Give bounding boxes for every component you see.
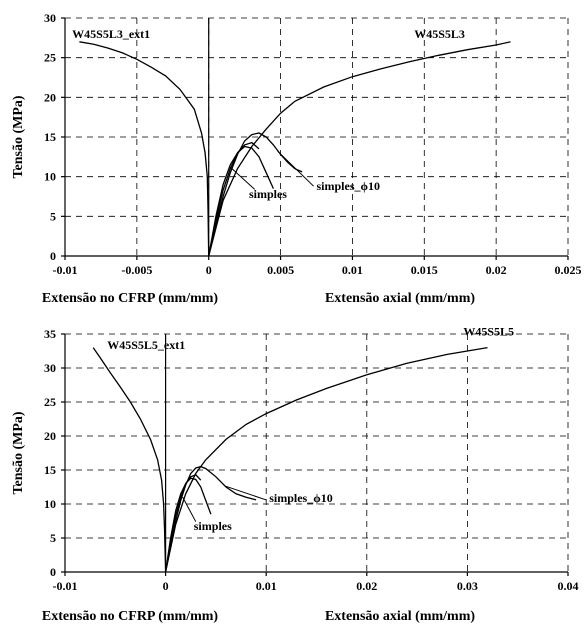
annotation-leader [277, 150, 314, 187]
annotation-leader [182, 496, 197, 522]
annotation-label: simples [194, 519, 232, 533]
x-tick-label: 0.005 [267, 263, 294, 277]
x-tick-label: 0.025 [555, 263, 582, 277]
annotation-label: simples [249, 187, 287, 201]
x-axis-title-right: Extensão axial (mm/mm) [325, 609, 475, 624]
series-line-1 [164, 346, 488, 573]
x-tick-label: 0 [163, 579, 169, 593]
y-tick-label: 0 [50, 565, 56, 579]
chart-top: -0.01 -0.005 0 0.005 0.01 0.015 0.02 0.025 0 5 10 1… [11, 11, 582, 306]
y-tick-label: 25 [44, 51, 56, 65]
series-line-0 [92, 347, 167, 573]
x-axis-title-left: Extensão no CFRP (mm/mm) [42, 291, 218, 306]
annotation-label: simples_ϕ10 [317, 179, 381, 193]
x-tick-label: -0.01 [53, 263, 78, 277]
x-tick-label: 0.01 [256, 579, 277, 593]
y-tick-label: 15 [44, 463, 56, 477]
x-tick-label: 0.04 [558, 579, 579, 593]
y-tick-label: 10 [44, 170, 56, 184]
x-axis-title-right: Extensão axial (mm/mm) [325, 291, 475, 306]
series-line-4 [208, 141, 260, 257]
x-tick-label: 0.03 [457, 579, 478, 593]
x-tick-label: 0 [206, 263, 212, 277]
annotation-leader [225, 485, 267, 501]
x-tick-label: 0.02 [486, 263, 507, 277]
y-tick-label: 5 [50, 531, 56, 545]
x-tick-label: -0.005 [121, 263, 152, 277]
annotation-leader [229, 166, 256, 190]
y-tick-label: 30 [44, 361, 56, 375]
series-line-3 [164, 465, 257, 573]
x-tick-label: 0.01 [342, 263, 363, 277]
y-axis-title: Tensão (MPa) [11, 411, 26, 494]
annotation-label: W45S5L5_ext1 [107, 338, 185, 352]
annotation-label: W45S5L3_ext1 [72, 27, 150, 41]
y-tick-label: 10 [44, 497, 56, 511]
y-tick-label: 15 [44, 130, 56, 144]
y-tick-label: 0 [50, 249, 56, 263]
y-tick-label: 5 [50, 209, 56, 223]
x-axis-title-left: Extensão no CFRP (mm/mm) [42, 609, 218, 624]
series-line-1 [208, 41, 511, 257]
y-tick-label: 30 [44, 11, 56, 25]
annotation-label: W45S5L5 [463, 324, 514, 338]
y-tick-label: 20 [44, 90, 56, 104]
annotation-label: W45S5L3 [414, 27, 465, 41]
chart-bottom: -0.01 0 0.01 0.02 0.03 0.0405101520253035Tens… [11, 324, 579, 624]
annotation-label: simples_ϕ10 [269, 491, 333, 505]
series-line-4 [164, 474, 202, 573]
x-tick-label: 0.015 [411, 263, 438, 277]
y-tick-label: 35 [44, 327, 56, 341]
x-tick-label: -0.01 [53, 579, 78, 593]
series-line-3 [208, 132, 303, 257]
series-line-0 [79, 41, 210, 257]
y-tick-label: 20 [44, 429, 56, 443]
y-axis-title: Tensão (MPa) [11, 95, 26, 178]
y-tick-label: 25 [44, 395, 56, 409]
x-tick-label: 0.02 [356, 579, 377, 593]
